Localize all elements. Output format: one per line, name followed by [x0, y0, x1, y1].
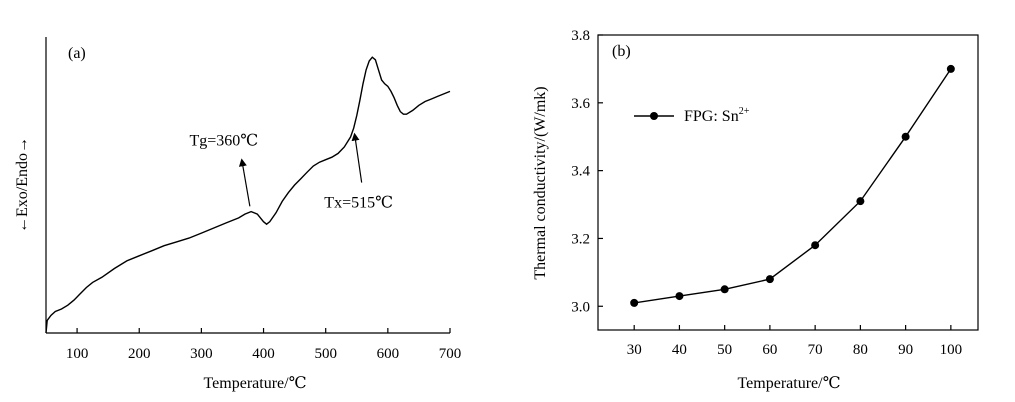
panel-a-dsc-chart: 100 200 300 400 500 600 700 (a) Temperature/℃ … — [14, 37, 461, 392]
panel-b-x-tick-label: 30 — [627, 342, 642, 358]
panel-a-tx-arrow — [351, 132, 363, 183]
panel-a-x-ticks: 100 200 300 400 500 600 700 — [66, 328, 461, 362]
panel-b-y-ticks: 3.0 3.2 3.4 3.6 3.8 — [571, 28, 603, 315]
panel-b-y-tick-label: 3.8 — [571, 28, 590, 44]
panel-a-y-axis-label: ←Exo/Endo→ — [14, 137, 31, 233]
panel-a-tg-arrow — [238, 158, 251, 207]
panel-b-data-point — [901, 132, 910, 141]
panel-b-plot-frame — [597, 34, 979, 331]
panel-b-series-line — [634, 68, 952, 304]
panel-a-dsc-curve — [45, 56, 451, 334]
panel-a-x-tick-label: 200 — [128, 346, 151, 362]
panel-b-data-point — [856, 197, 865, 206]
panel-b-legend-marker — [650, 112, 658, 120]
panel-a-x-tick-label: 600 — [377, 346, 400, 362]
panel-b-x-tick-label: 90 — [898, 342, 913, 358]
panel-a-annotations: Tg=360℃ Tx=515℃ — [190, 132, 394, 211]
panel-b-x-tick-label: 100 — [940, 342, 963, 358]
panel-b-y-tick-label: 3.4 — [571, 164, 590, 180]
panel-b-data-point — [630, 298, 639, 307]
panel-b-y-axis-label: Thermal conductivity/(W/mk) — [532, 86, 549, 279]
panel-a-label: (a) — [68, 45, 86, 62]
panel-b-x-tick-label: 60 — [762, 342, 777, 358]
panel-b-series-points — [630, 64, 955, 307]
panel-b-x-tick-label: 70 — [808, 342, 823, 358]
panel-b-thermal-conductivity-chart: 30 40 50 60 70 80 90 100 3.0 3.2 3.4 3.6 3.8 (b) Te… — [532, 28, 979, 392]
panel-b-legend: FPG: Sn2+ — [634, 106, 750, 125]
panel-a-x-tick-label: 500 — [314, 346, 337, 362]
panel-b-x-tick-label: 50 — [717, 342, 732, 358]
panel-b-data-point — [946, 64, 955, 73]
panel-b-y-tick-label: 3.6 — [571, 96, 590, 112]
panel-b-y-tick-label: 3.0 — [571, 299, 590, 315]
panel-a-tx-annotation: Tx=515℃ — [324, 195, 393, 212]
panel-b-data-point — [811, 241, 820, 250]
panel-a-x-axis-label: Temperature/℃ — [204, 375, 307, 392]
panel-b-x-tick-label: 40 — [672, 342, 687, 358]
panel-a-x-tick-label: 300 — [190, 346, 213, 362]
panel-b-x-ticks: 30 40 50 60 70 80 90 100 — [627, 325, 962, 358]
panel-b-legend-text: FPG: Sn2+ — [684, 106, 750, 125]
panel-b-label: (b) — [612, 43, 631, 60]
panel-a-x-tick-label: 700 — [439, 346, 462, 362]
panel-a-tg-annotation: Tg=360℃ — [190, 132, 259, 149]
panel-b-data-point — [675, 292, 684, 301]
panel-a-x-tick-label: 400 — [252, 346, 275, 362]
panel-b-data-point — [720, 285, 729, 294]
panel-b-x-tick-label: 80 — [853, 342, 868, 358]
panel-b-data-point — [765, 275, 774, 284]
panel-b-y-tick-label: 3.2 — [571, 231, 590, 247]
panel-a-x-tick-label: 100 — [66, 346, 89, 362]
panel-b-x-axis-label: Temperature/℃ — [738, 375, 841, 392]
